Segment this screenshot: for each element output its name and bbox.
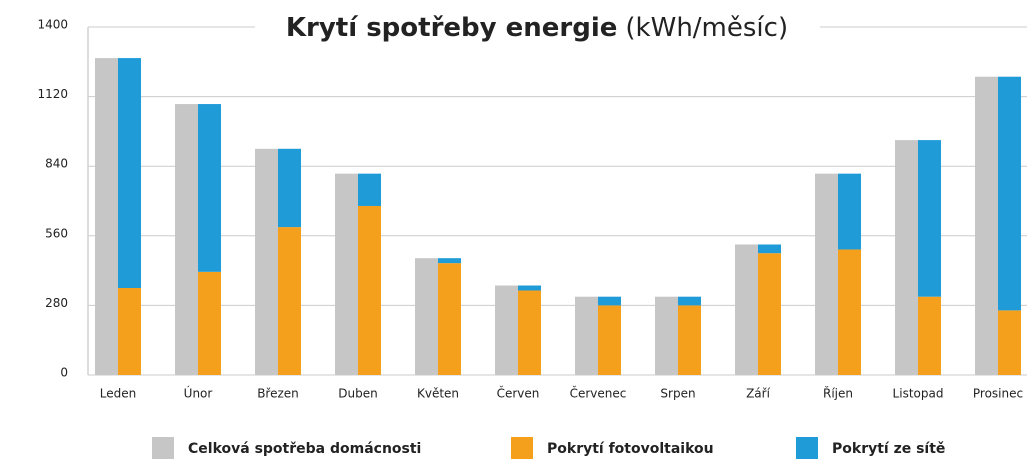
bar-grid <box>518 285 541 291</box>
bar-pv <box>918 296 941 375</box>
bar-pv <box>278 227 301 375</box>
bar-total <box>655 296 678 375</box>
bar-grid <box>918 140 941 297</box>
bar-pv <box>118 288 141 375</box>
x-tick-label: Říjen <box>823 386 853 401</box>
bar-pv <box>998 310 1021 375</box>
bar-pv <box>758 253 781 375</box>
legend-swatch <box>511 437 533 459</box>
bar-pv <box>198 271 221 375</box>
x-tick-label: Květen <box>417 387 459 401</box>
y-tick-label: 0 <box>60 366 68 380</box>
bar-total <box>175 104 198 376</box>
bar-pv <box>438 263 461 375</box>
legend-swatch <box>796 437 818 459</box>
title-unit: (kWh/měsíc) <box>625 13 788 43</box>
bar-grid <box>278 148 301 228</box>
bar-grid <box>198 104 221 272</box>
title-main: Krytí spotřeby energie <box>286 13 618 43</box>
bar-total <box>735 244 758 375</box>
bar-total <box>815 173 838 375</box>
x-tick-label: Prosinec <box>973 387 1023 401</box>
bar-total <box>255 148 278 375</box>
x-tick-label: Červenec <box>570 386 627 401</box>
bar-grid <box>838 173 861 250</box>
bar-total <box>335 173 358 375</box>
y-tick-label: 1120 <box>37 87 68 101</box>
x-tick-label: Leden <box>100 387 136 401</box>
x-tick-label: Březen <box>257 387 299 401</box>
bar-total <box>95 58 118 375</box>
bar-grid <box>598 296 621 306</box>
legend-label: Celková spotřeba domácnosti <box>188 441 421 457</box>
bar-total <box>975 76 998 375</box>
title-backing <box>255 10 820 44</box>
x-tick-label: Duben <box>338 387 377 401</box>
bar-pv <box>838 249 861 375</box>
bar-total <box>895 140 918 375</box>
legend-swatch <box>152 437 174 459</box>
bar-pv <box>518 290 541 375</box>
x-tick-label: Únor <box>184 386 213 401</box>
legend-label: Pokrytí ze sítě <box>832 441 945 457</box>
bar-grid <box>758 244 781 254</box>
y-tick-label: 840 <box>45 157 68 171</box>
chart-title: Krytí spotřeby energie (kWh/měsíc) <box>286 13 788 43</box>
bar-grid <box>358 173 381 206</box>
x-tick-label: Listopad <box>893 387 944 401</box>
bar-pv <box>358 205 381 375</box>
bar-grid <box>678 296 701 306</box>
bar-grid <box>438 258 461 264</box>
x-tick-label: Září <box>746 387 771 401</box>
bar-total <box>575 296 598 375</box>
y-tick-label: 1400 <box>37 18 68 32</box>
x-tick-label: Srpen <box>660 387 695 401</box>
bar-total <box>495 285 518 375</box>
y-tick-label: 560 <box>45 226 68 240</box>
bar-pv <box>678 305 701 375</box>
x-tick-label: Červen <box>497 386 540 401</box>
y-tick-label: 280 <box>45 296 68 310</box>
bar-grid <box>118 58 141 289</box>
bar-total <box>415 258 438 375</box>
legend-label: Pokrytí fotovoltaikou <box>547 441 714 457</box>
bar-grid <box>998 76 1021 311</box>
bar-pv <box>598 305 621 375</box>
